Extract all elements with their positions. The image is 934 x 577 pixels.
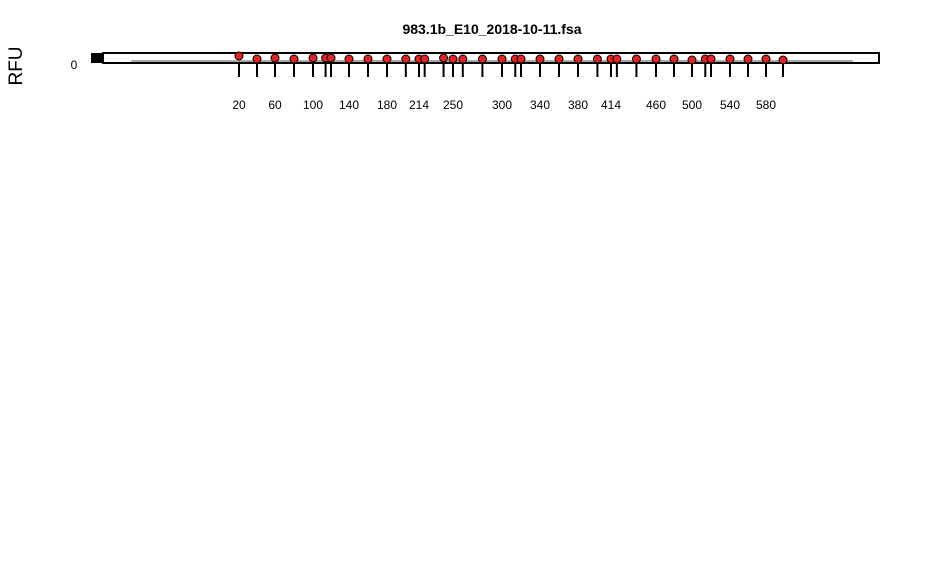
x-tick-label: 460 <box>646 98 666 112</box>
peak-marker <box>326 53 336 63</box>
x-tick-label: 250 <box>443 98 463 112</box>
x-tick-label: 500 <box>682 98 702 112</box>
peak-marker <box>651 54 661 64</box>
x-tick-label: 540 <box>720 98 740 112</box>
peak-marker <box>761 54 771 64</box>
peak-marker <box>612 54 622 64</box>
x-axis-ticks: 20 60 100 140 180 214 250 300 340 380 414 460 500 540… <box>232 64 784 112</box>
peak-marker <box>458 54 468 64</box>
peak-marker <box>252 54 262 64</box>
peak-marker <box>592 54 602 64</box>
peak-marker <box>573 54 583 64</box>
peak-marker <box>497 54 507 64</box>
x-tick-label: 180 <box>377 98 397 112</box>
peak-marker <box>535 54 545 64</box>
peak-marker <box>363 54 373 64</box>
peak-marker <box>344 54 354 64</box>
x-tick-label: 300 <box>492 98 512 112</box>
peak-marker <box>401 54 411 64</box>
peak-marker <box>289 54 299 64</box>
x-tick-label: 20 <box>232 98 246 112</box>
x-tick-label: 140 <box>339 98 359 112</box>
peak-marker <box>448 54 458 64</box>
peak-marker <box>516 54 526 64</box>
x-tick-label: 60 <box>268 98 282 112</box>
peak-marker <box>554 54 564 64</box>
peak-marker <box>706 54 716 64</box>
x-tick-label: 340 <box>530 98 550 112</box>
y-tick-label: 0 <box>71 58 78 72</box>
x-tick-label: 380 <box>568 98 588 112</box>
peak-marker <box>270 53 280 63</box>
peak-marker <box>631 54 641 64</box>
x-tick-label: 414 <box>601 98 621 112</box>
peak-marker <box>725 54 735 64</box>
plot-frame <box>102 52 880 64</box>
peak-marker <box>234 51 244 61</box>
peak-marker <box>308 53 318 63</box>
x-tick-label: 580 <box>756 98 776 112</box>
peak-marker <box>420 54 430 64</box>
peak-marker <box>477 54 487 64</box>
peak-marker <box>687 55 697 65</box>
peak-marker <box>382 54 392 64</box>
peaks <box>234 51 788 65</box>
peak-marker <box>439 53 449 63</box>
peak-marker <box>743 54 753 64</box>
chart-title: 983.1b_E10_2018-10-11.fsa <box>402 21 581 37</box>
peak-marker <box>778 55 788 65</box>
y-axis-label: RFU <box>6 46 27 85</box>
x-tick-label: 100 <box>303 98 323 112</box>
peak-marker <box>669 54 679 64</box>
x-tick-label: 214 <box>409 98 429 112</box>
y-axis-marker <box>91 53 103 63</box>
